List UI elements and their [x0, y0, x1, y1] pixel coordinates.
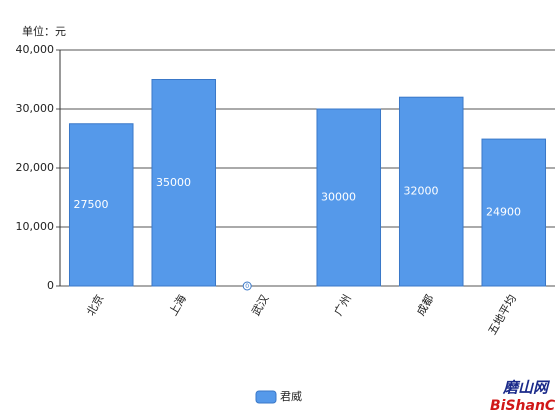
y-tick-label: 20,000 [16, 161, 55, 174]
bar [481, 138, 547, 287]
x-tick-label: 北京 [83, 292, 106, 318]
x-tick-label: 上海 [166, 292, 189, 318]
y-tick-label: 10,000 [16, 220, 55, 233]
x-tick-label: 五地平均 [486, 293, 519, 338]
y-tick-label: 30,000 [16, 102, 55, 115]
x-tick-label: 广州 [332, 293, 354, 319]
watermark: 磨山网 [502, 379, 551, 397]
x-tick-label: 武汉 [249, 293, 271, 319]
legend-swatch [255, 390, 277, 404]
data-label: 35000 [156, 176, 191, 189]
data-label: 0 [245, 283, 249, 290]
y-tick-label: 40,000 [16, 43, 55, 56]
data-label-bubble [242, 281, 252, 291]
bar [398, 96, 464, 287]
data-label: 27500 [73, 198, 108, 211]
x-tick-label: 成都 [414, 293, 436, 319]
bar [316, 108, 382, 287]
data-label: 30000 [321, 191, 356, 204]
legend-label: 君威 [280, 390, 302, 403]
watermark: BiShanCa [490, 398, 555, 414]
y-tick-label: 0 [47, 279, 54, 292]
unit-label: 单位：元 [22, 24, 66, 38]
data-label: 32000 [403, 185, 438, 198]
bar [151, 79, 217, 287]
bar [68, 123, 134, 287]
data-label: 24900 [486, 206, 521, 219]
